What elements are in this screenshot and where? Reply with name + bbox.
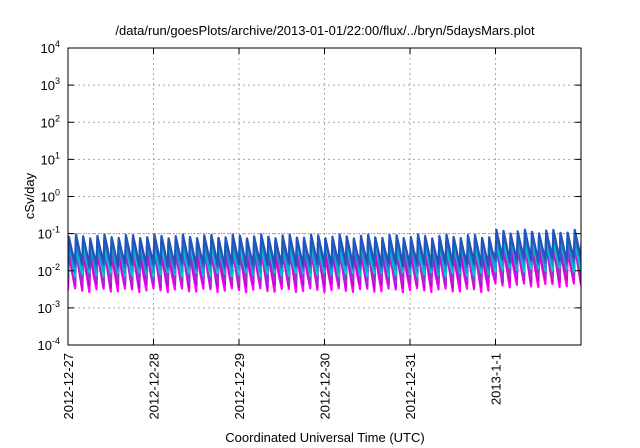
x-tick-label: 2012-12-27: [61, 353, 76, 420]
y-tick-label: 102: [41, 113, 60, 130]
y-axis-ticks: 10-4 10-3 10-2 10-1 100 101 102 103 104: [38, 39, 581, 353]
data-series: [68, 228, 581, 294]
x-axis-ticks: 2012-12-27 2012-12-28 2012-12-29 2012-12-30…: [61, 48, 504, 420]
y-tick-label: 101: [41, 150, 60, 167]
chart-title: /data/run/goesPlots/archive/2013-01-01/2…: [115, 23, 535, 38]
x-axis-label: Coordinated Universal Time (UTC): [225, 430, 424, 445]
y-tick-label: 100: [41, 188, 60, 205]
y-tick-label: 10-2: [38, 262, 60, 279]
y-tick-label: 104: [41, 39, 60, 56]
y-tick-label: 10-1: [38, 225, 60, 242]
y-tick-label: 10-4: [38, 336, 60, 353]
series-line: [68, 228, 581, 268]
x-tick-label: 2013-1-1: [489, 353, 504, 405]
x-tick-label: 2012-12-29: [232, 353, 247, 420]
x-tick-label: 2012-12-28: [147, 353, 162, 420]
y-axis-label: cSv/day: [22, 172, 37, 219]
x-tick-label: 2012-12-30: [318, 353, 333, 420]
y-tick-label: 10-3: [38, 299, 60, 316]
grid-lines: [68, 48, 581, 345]
x-tick-label: 2012-12-31: [403, 353, 418, 420]
y-tick-label: 103: [41, 76, 60, 93]
